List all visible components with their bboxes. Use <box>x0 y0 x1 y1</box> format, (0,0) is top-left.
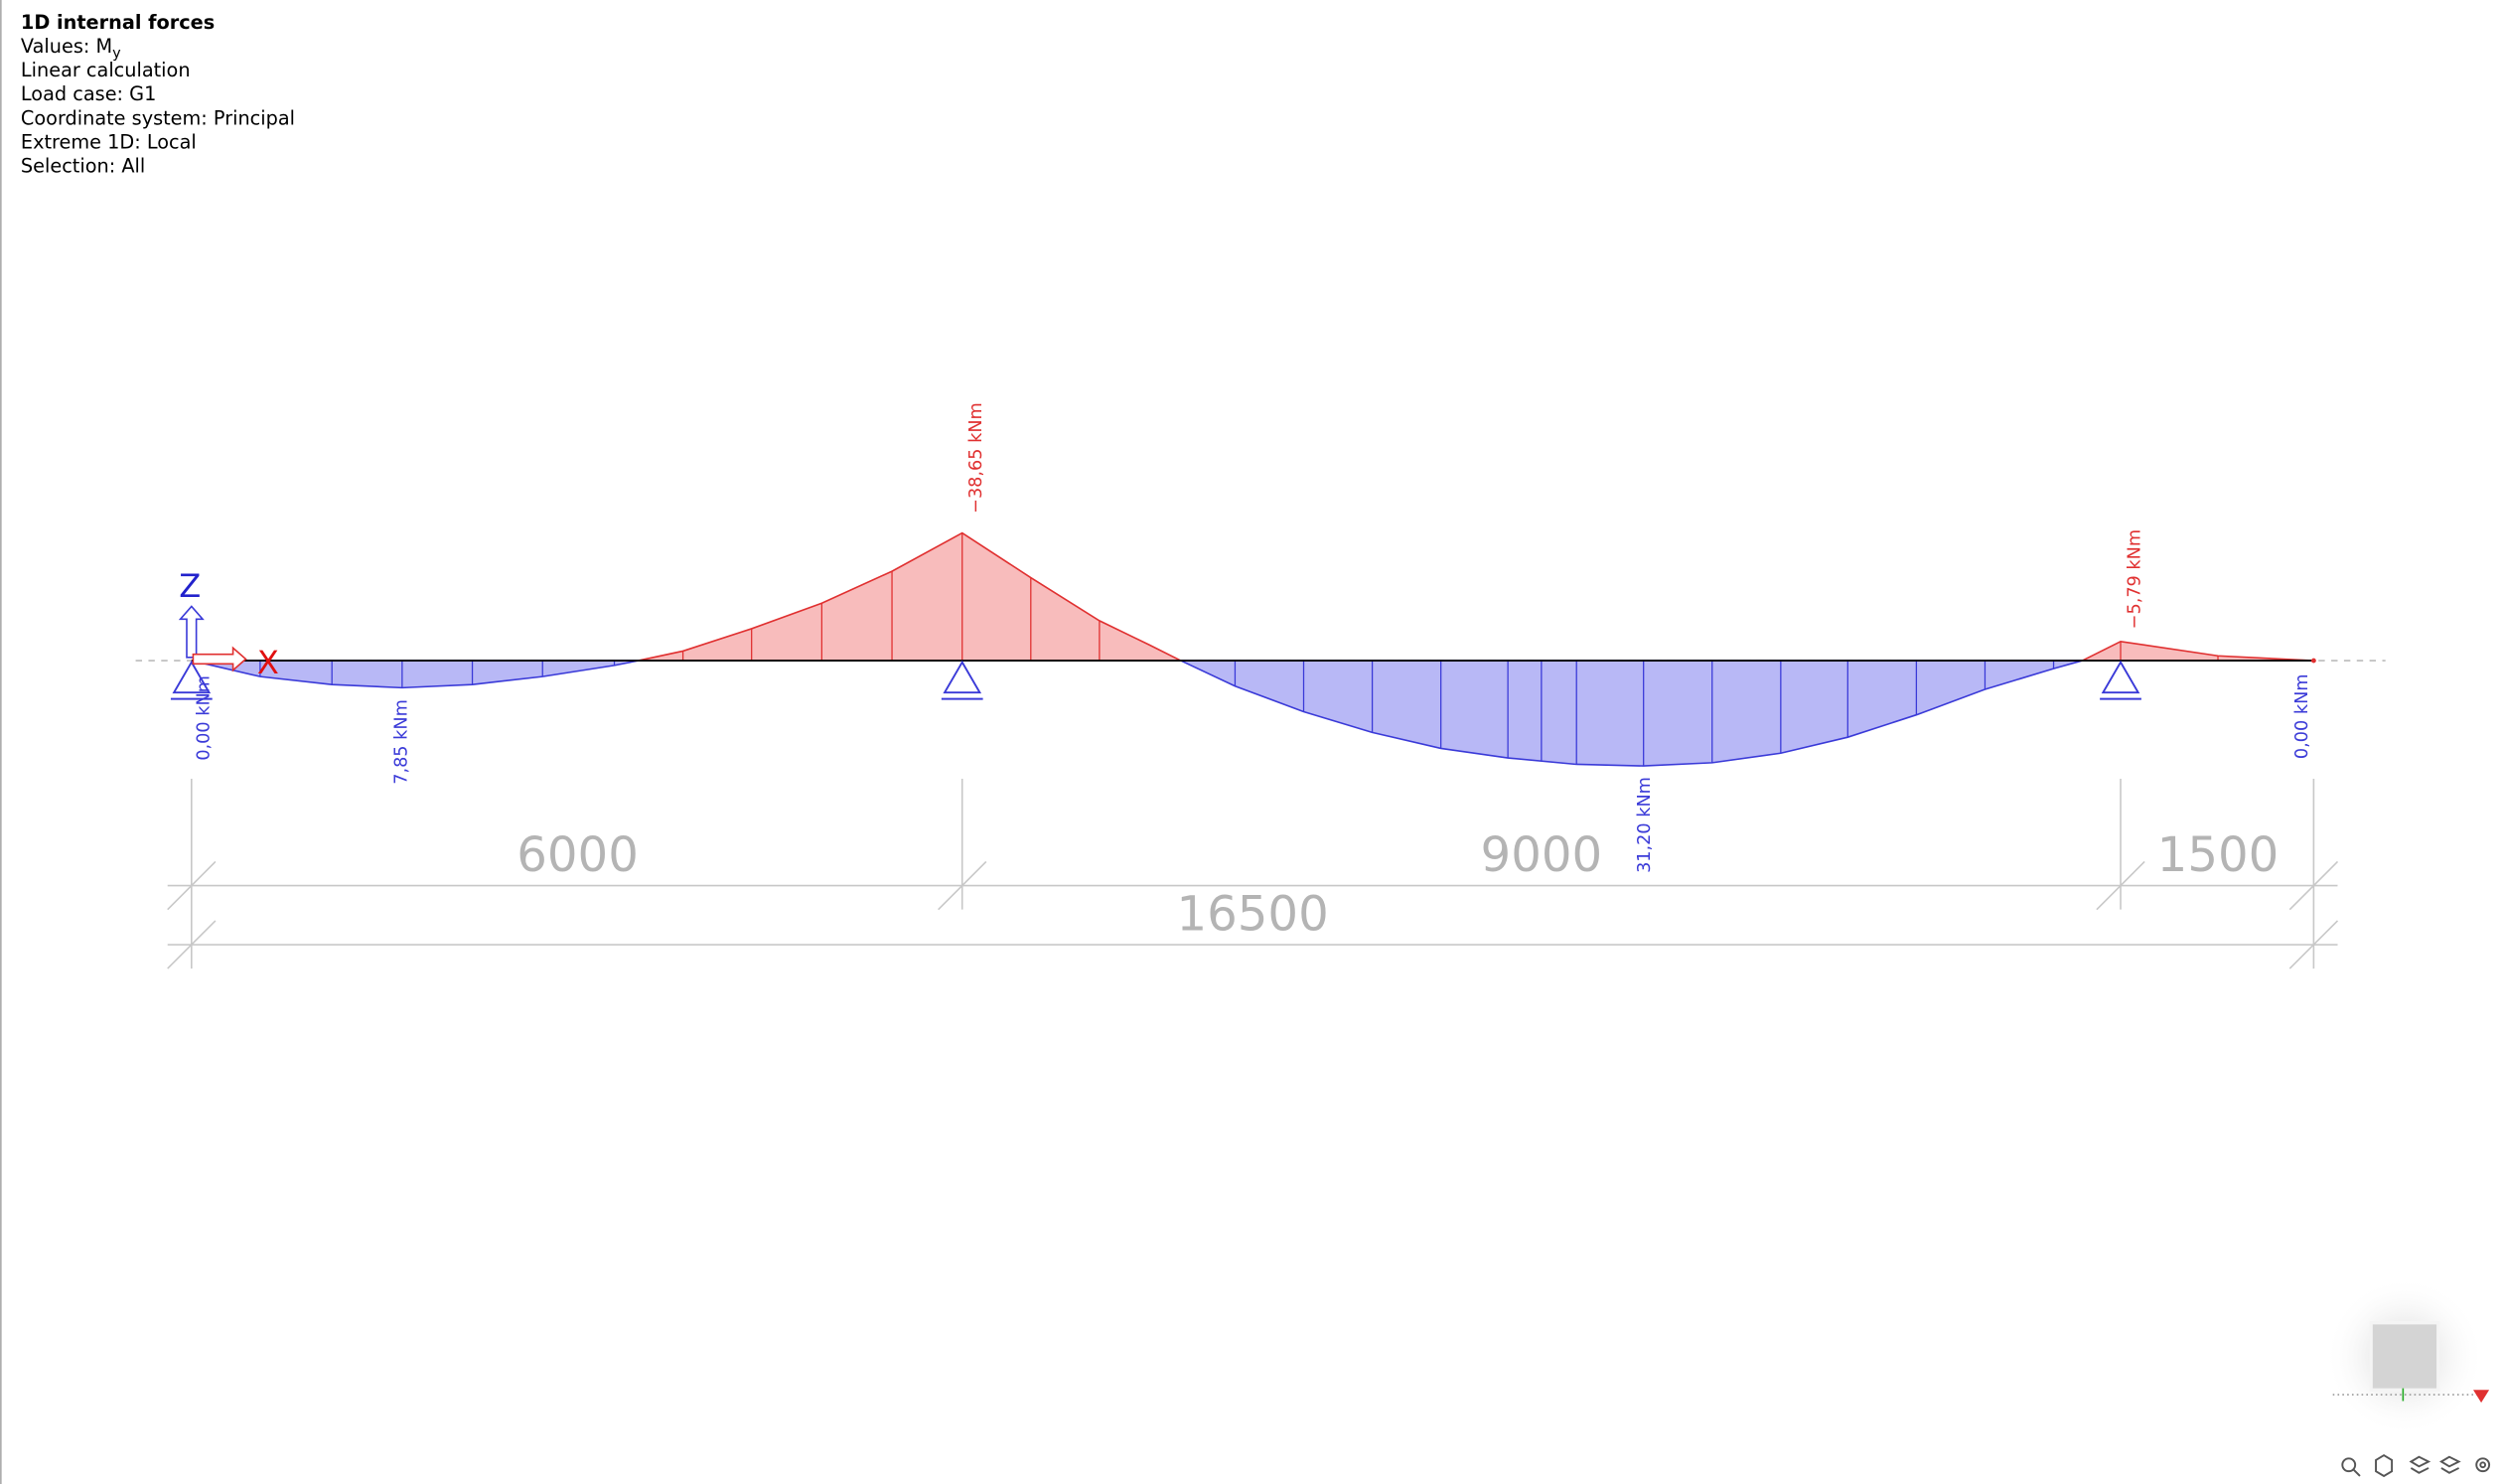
layers2-icon[interactable] <box>2439 1455 2461 1474</box>
moment-diagram <box>191 531 2314 767</box>
hatch <box>681 532 2219 662</box>
dimension-label: 16500 <box>1176 887 1328 943</box>
header-line: Linear calculation <box>21 59 191 81</box>
moment-negative <box>638 531 1182 662</box>
dimension-label: 1500 <box>2157 827 2280 883</box>
moment-label: 31,20 kNm <box>1635 777 1655 873</box>
settings-icon[interactable] <box>2475 1457 2491 1473</box>
support <box>2101 660 2140 694</box>
nav-cube[interactable] <box>2369 1321 2440 1392</box>
moment-label: −5,79 kNm <box>2125 529 2144 629</box>
zoom-icon[interactable] <box>2341 1457 2361 1477</box>
header-line: Load case: G1 <box>21 82 156 105</box>
moment-label: 0,00 kNm <box>194 675 214 761</box>
moment-label: 7,85 kNm <box>392 699 412 785</box>
support <box>172 660 212 694</box>
moment-negative <box>2082 640 2314 662</box>
moment-positive <box>1180 660 2083 767</box>
moment-label: −38,65 kNm <box>966 402 986 514</box>
z-arrow <box>178 605 205 659</box>
axis-label: X <box>257 644 279 681</box>
header-line: Coordinate system: Principal <box>21 106 295 129</box>
layers-icon[interactable] <box>2409 1455 2431 1474</box>
dimension-label: 6000 <box>516 827 639 883</box>
hatch <box>259 661 2055 767</box>
view-icon[interactable] <box>2375 1453 2394 1478</box>
beam-end <box>2310 658 2316 664</box>
dimension-lines <box>167 778 2339 969</box>
moment-label: 0,00 kNm <box>2292 674 2312 760</box>
axis-label: Z <box>179 567 201 605</box>
support <box>943 660 982 694</box>
header-line: Extreme 1D: Local <box>21 130 197 153</box>
x-arrow <box>192 646 247 672</box>
dimension-label: 9000 <box>1481 827 1603 883</box>
toolbar <box>2341 1453 2491 1478</box>
header-line: Values: My <box>21 35 121 62</box>
header-line: Selection: All <box>21 154 145 177</box>
header-title: 1D internal forces <box>21 11 215 34</box>
local-axes: Z X <box>178 567 279 681</box>
nav-marker <box>2473 1390 2490 1404</box>
supports <box>170 660 2141 700</box>
